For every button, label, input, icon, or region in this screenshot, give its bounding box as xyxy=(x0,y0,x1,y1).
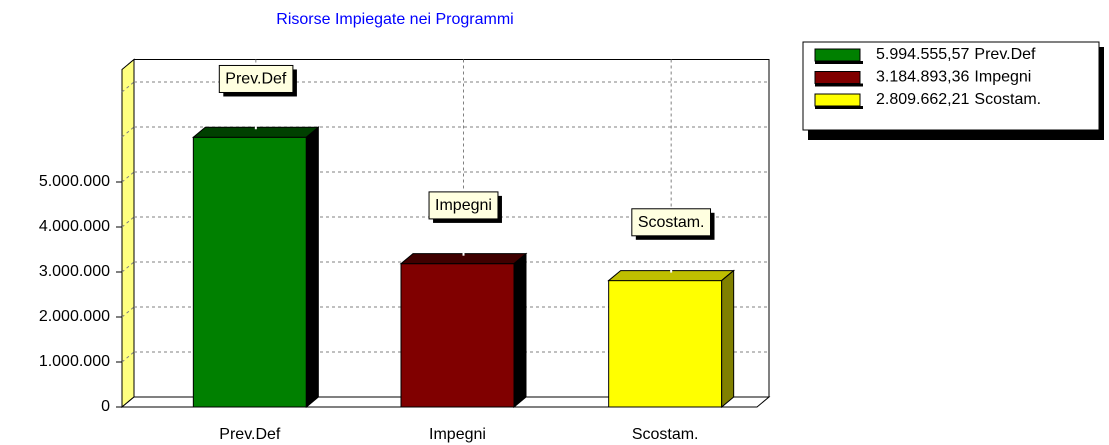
left-wall xyxy=(121,58,135,409)
grid-line-wall xyxy=(121,216,135,228)
legend-entry: 2.809.662,21 Scostam. xyxy=(876,91,1041,108)
legend-name: Prev.Def xyxy=(974,46,1036,63)
legend-value: 3.184.893,36 xyxy=(876,69,970,86)
grid-line-wall xyxy=(121,351,135,363)
bar-side xyxy=(513,252,527,409)
grid-line-wall xyxy=(121,261,135,273)
legend-swatch-shadow xyxy=(815,83,863,87)
data-label: Prev.Def xyxy=(225,70,287,87)
bar xyxy=(608,280,723,408)
legend-swatch xyxy=(814,71,861,84)
y-tick-label: 1.000.000 xyxy=(39,353,110,370)
y-tick-label: 2.000.000 xyxy=(39,308,110,325)
y-tick-label: 0 xyxy=(101,398,110,415)
x-tick-label: Impegni xyxy=(429,426,486,443)
bar xyxy=(192,136,307,408)
grid-line-wall xyxy=(121,81,135,93)
y-tick-label: 5.000.000 xyxy=(39,173,110,190)
y-tick-label: 4.000.000 xyxy=(39,218,110,235)
legend-swatch xyxy=(814,93,861,107)
legend-entry: 5.994.555,57 Prev.Def xyxy=(876,46,1036,63)
legend-name: Scostam. xyxy=(974,91,1041,108)
bar xyxy=(400,263,515,408)
callout-box xyxy=(218,64,294,93)
legend-name: Impegni xyxy=(974,69,1031,86)
callout-box xyxy=(428,191,499,220)
bar-side xyxy=(305,126,319,409)
legend-swatch-shadow xyxy=(815,106,863,109)
y-tick-label: 3.000.000 xyxy=(39,263,110,280)
grid-line-wall xyxy=(121,171,135,183)
x-tick-label: Scostam. xyxy=(632,426,699,443)
legend-entry: 3.184.893,36 Impegni xyxy=(876,69,1031,86)
data-label: Scostam. xyxy=(638,214,705,231)
legend-value: 2.809.662,21 xyxy=(876,91,970,108)
legend-swatch xyxy=(814,48,861,62)
bar-side xyxy=(721,269,735,409)
data-label: Impegni xyxy=(435,197,492,214)
legend-value: 5.994.555,57 xyxy=(876,46,970,63)
legend-swatch-shadow xyxy=(815,61,863,64)
grid-line-wall xyxy=(121,126,135,138)
chart-title: Risorse Impiegate nei Programmi xyxy=(276,11,513,28)
grid-line-wall xyxy=(121,306,135,318)
callout-box xyxy=(631,208,712,237)
x-tick-label: Prev.Def xyxy=(219,426,281,443)
